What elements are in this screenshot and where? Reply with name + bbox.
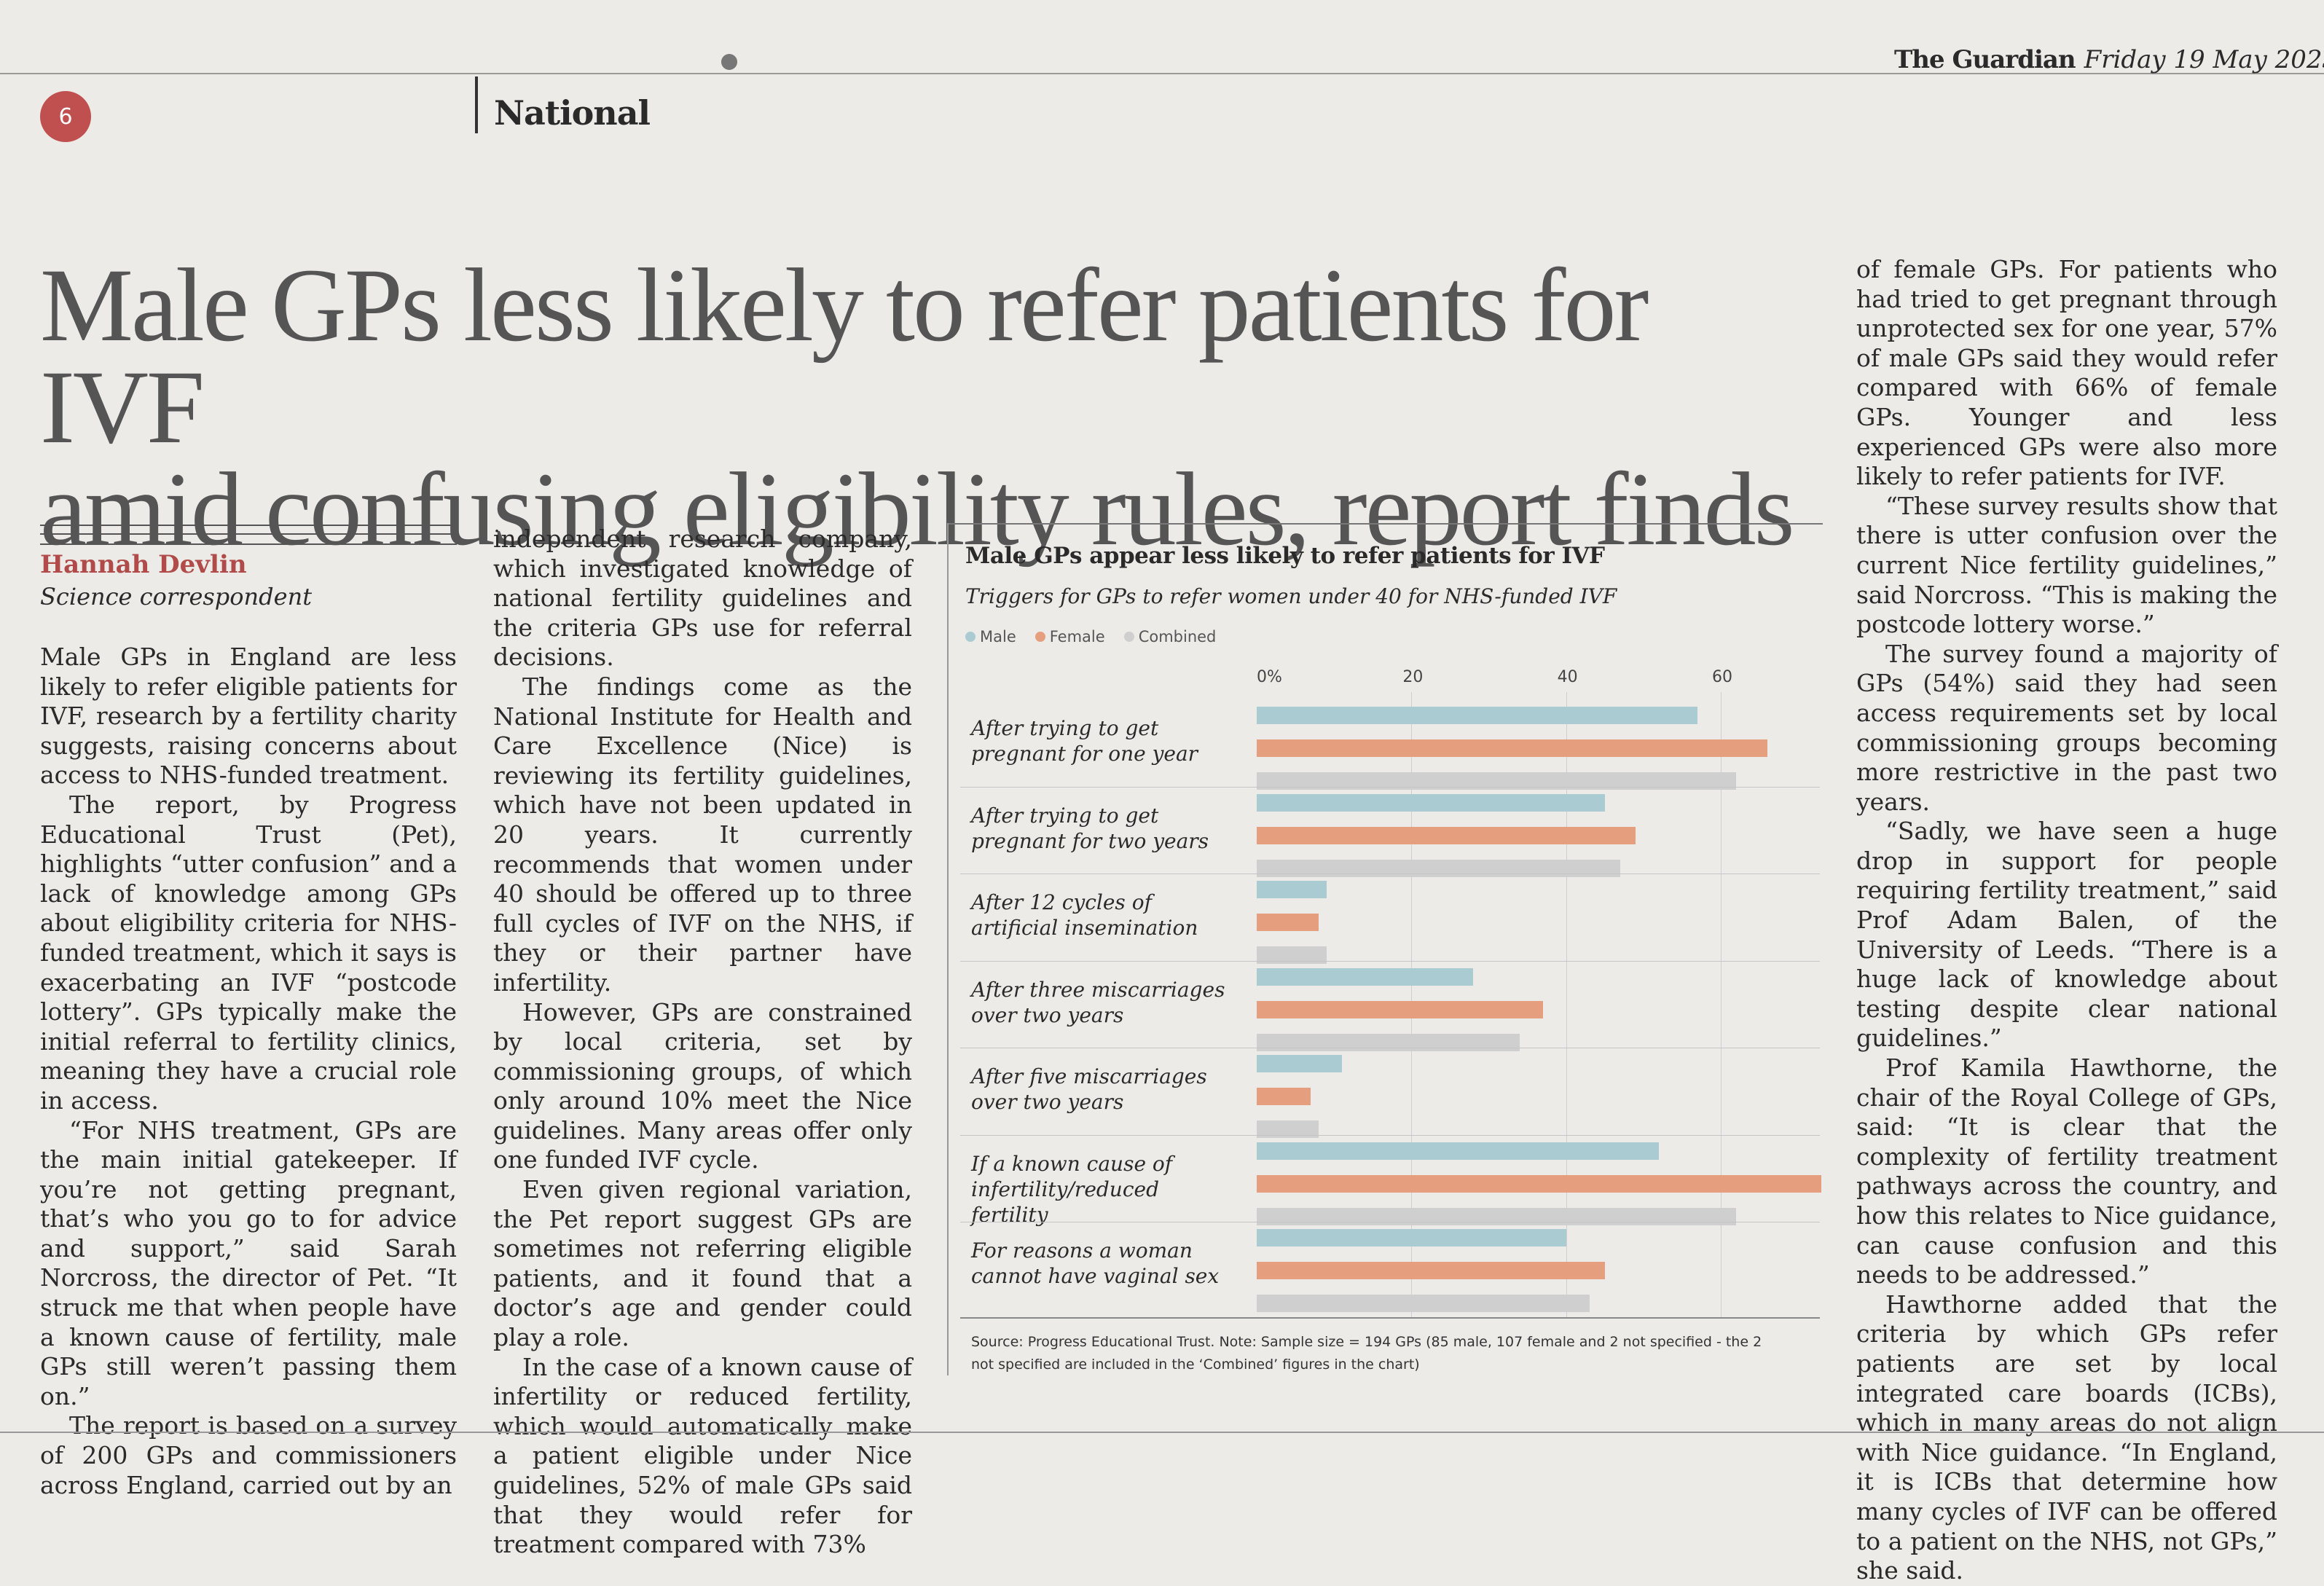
- section-divider: [475, 76, 478, 133]
- masthead: The Guardian Friday 19 May 2023: [1894, 45, 2324, 74]
- bar-male: [1257, 707, 1698, 724]
- category-label-line: cannot have vaginal sex: [971, 1264, 1220, 1288]
- bar-female: [1257, 739, 1767, 757]
- paragraph: The survey found a majority of GPs (54%)…: [1856, 639, 2277, 816]
- category-label-line: over two years: [971, 1090, 1124, 1114]
- x-tick-label: 40: [1557, 668, 1578, 686]
- bar-female: [1257, 914, 1319, 931]
- paragraph: In the case of a known cause of infertil…: [493, 1352, 912, 1559]
- category-label-line: For reasons a woman: [971, 1238, 1193, 1263]
- chart-top-rule: [947, 523, 1823, 525]
- bar-male: [1257, 1229, 1566, 1247]
- category-label-line: infertility/reduced fertility: [971, 1177, 1160, 1227]
- chart-legend: Male Female Combined: [965, 628, 1228, 645]
- bar-male: [1257, 967, 1474, 986]
- paragraph: The findings come as the National Instit…: [493, 672, 912, 997]
- category-label: If a known cause of infertility/reduced f…: [971, 1151, 1233, 1228]
- category-label-line: pregnant for one year: [971, 742, 1198, 766]
- paragraph: of female GPs. For patients who had trie…: [1856, 255, 2277, 491]
- chart-source-note: Source: Progress Educational Trust. Note…: [971, 1334, 1762, 1373]
- x-tick-label: 20: [1402, 668, 1424, 686]
- chart-title: Male GPs appear less likely to refer pat…: [965, 543, 1605, 569]
- category-label: After trying to get pregnant for two year…: [971, 803, 1233, 854]
- category-label-line: After five miscarriages: [971, 1064, 1207, 1088]
- category-separator: [960, 960, 1820, 962]
- bar-female: [1257, 1088, 1311, 1105]
- paragraph: The report is based on a survey of 200 G…: [40, 1411, 457, 1499]
- legend-label: Male: [980, 628, 1016, 645]
- bar-female: [1257, 1174, 1821, 1193]
- chart-bottom-rule: [960, 1317, 1820, 1319]
- bar-female: [1257, 1000, 1543, 1018]
- bar-male: [1257, 1142, 1660, 1160]
- print-dot: [721, 54, 737, 70]
- category-separator: [960, 1134, 1820, 1136]
- author-role: Science correspondent: [40, 583, 313, 611]
- category-label-line: artificial insemination: [971, 916, 1198, 940]
- bar-male: [1257, 881, 1327, 898]
- category-label: After five miscarriages over two years: [971, 1064, 1233, 1115]
- header-rule: [0, 73, 2324, 74]
- bar-female: [1257, 826, 1636, 844]
- category-separator: [960, 786, 1820, 788]
- grid-line: [1720, 692, 1722, 1319]
- category-label: After trying to get pregnant for one year: [971, 715, 1233, 766]
- paragraph: Hawthorne added that the criteria by whi…: [1856, 1289, 2277, 1585]
- paragraph: The report, by Progress Educational Trus…: [40, 790, 457, 1115]
- category-label: After three miscarriages over two years: [971, 977, 1233, 1028]
- legend-female: Female: [1035, 628, 1105, 645]
- article-column-3: of female GPs. For patients who had trie…: [1856, 255, 2277, 1586]
- category-label-line: After three miscarriages: [971, 977, 1225, 1002]
- headline-line-1: Male GPs less likely to refer patients f…: [40, 248, 1649, 466]
- legend-label: Female: [1049, 628, 1105, 645]
- category-label-line: over two years: [971, 1002, 1124, 1027]
- byline-rules: [40, 525, 457, 545]
- legend-swatch: [1035, 632, 1045, 642]
- category-label-line: After trying to get: [971, 803, 1159, 828]
- bar-female: [1257, 1262, 1605, 1279]
- category-label-line: After 12 cycles of: [971, 890, 1152, 914]
- category-label-line: If a known cause of: [971, 1151, 1173, 1176]
- article-column-2: independent research company, which inve…: [493, 525, 912, 1560]
- paragraph: Even given regional variation, the Pet r…: [493, 1175, 912, 1352]
- bar-combined: [1257, 1295, 1590, 1312]
- paragraph: Prof Kamila Hawthorne, the chair of the …: [1856, 1053, 2277, 1289]
- headline: Male GPs less likely to refer patients f…: [40, 248, 1832, 562]
- paragraph: “These survey results show that there is…: [1856, 491, 2277, 639]
- category-label: For reasons a woman cannot have vaginal s…: [971, 1238, 1233, 1289]
- issue-date: Friday 19 May 2023: [2084, 45, 2324, 74]
- bar-male: [1257, 1055, 1342, 1072]
- category-label-line: pregnant for two years: [971, 828, 1209, 853]
- grid-line: [1566, 692, 1567, 1319]
- legend-male: Male: [965, 628, 1016, 645]
- legend-swatch: [1123, 632, 1134, 642]
- paper-name: The Guardian: [1894, 45, 2076, 74]
- page-bottom-rule: [0, 1432, 2324, 1433]
- paragraph: “Sadly, we have seen a huge drop in supp…: [1856, 817, 2277, 1053]
- category-label-line: After trying to get: [971, 716, 1159, 740]
- paragraph: “For NHS treatment, GPs are the main ini…: [40, 1115, 457, 1410]
- paragraph: Male GPs in England are less likely to r…: [40, 643, 457, 790]
- legend-label: Combined: [1138, 628, 1217, 645]
- category-label: After 12 cycles of artificial inseminatio…: [971, 890, 1233, 941]
- section-title: National: [494, 93, 651, 133]
- chart-left-rule: [947, 523, 949, 1375]
- paragraph: independent research company, which inve…: [493, 525, 912, 672]
- x-tick-label: 0%: [1257, 668, 1282, 686]
- author-name: Hannah Devlin: [40, 550, 247, 579]
- page-number-badge: 6: [40, 91, 91, 142]
- legend-swatch: [965, 632, 975, 642]
- x-tick-label: 60: [1711, 668, 1732, 686]
- paragraph: However, GPs are constrained by local cr…: [493, 997, 912, 1174]
- chart-subtitle: Triggers for GPs to refer women under 40…: [965, 584, 1617, 608]
- legend-combined: Combined: [1123, 628, 1217, 645]
- article-column-1: Male GPs in England are less likely to r…: [40, 643, 457, 1500]
- bar-male: [1257, 793, 1605, 812]
